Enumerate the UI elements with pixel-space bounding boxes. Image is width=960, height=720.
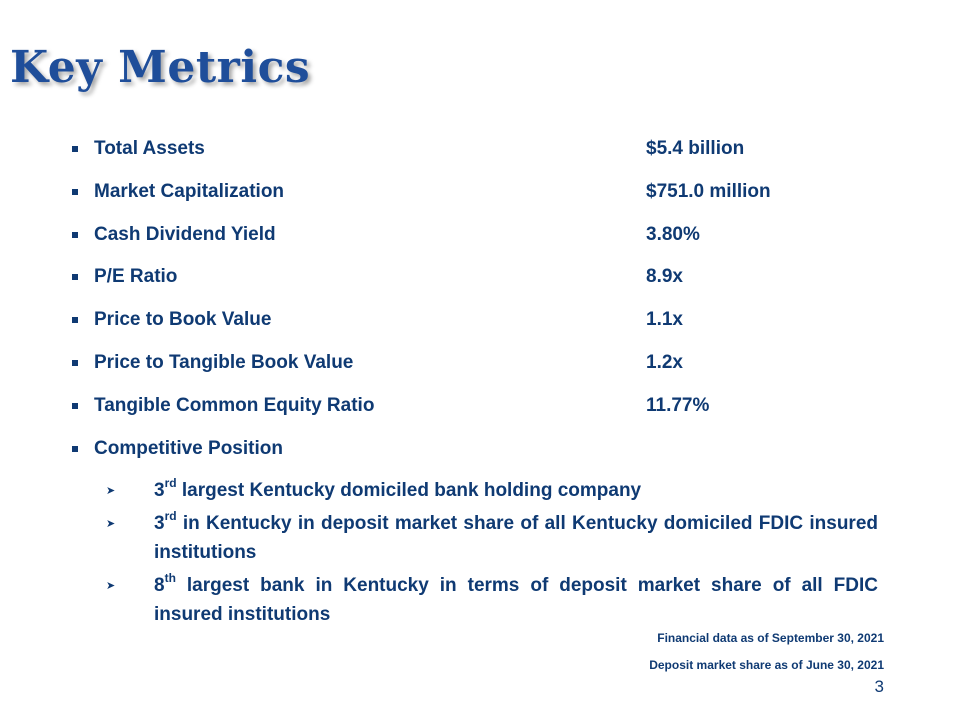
metric-value: 8.9x bbox=[646, 266, 683, 288]
arrow-bullet-icon: ➤ bbox=[106, 579, 116, 592]
ordinal-suffix: rd bbox=[164, 475, 177, 490]
metric-value: $751.0 million bbox=[646, 180, 771, 202]
metric-total-assets: Total Assets $5.4 billion bbox=[70, 135, 890, 178]
ordinal-number: 3 bbox=[154, 513, 165, 534]
metric-label: P/E Ratio bbox=[94, 266, 178, 288]
metric-label: Market Capitalization bbox=[94, 180, 285, 202]
ordinal-number: 3 bbox=[154, 480, 165, 501]
metric-value: 1.2x bbox=[646, 351, 683, 373]
metric-pe-ratio: P/E Ratio 8.9x bbox=[70, 263, 890, 306]
metric-label: Total Assets bbox=[94, 138, 205, 159]
metric-label: Price to Book Value bbox=[94, 309, 272, 331]
footnote-financial-data: Financial data as of September 30, 2021 bbox=[657, 631, 884, 645]
page-number: 3 bbox=[874, 677, 884, 696]
competitive-position-list: ➤ 3rd largest Kentucky domiciled bank hol… bbox=[104, 476, 878, 633]
competitive-point-text: largest Kentucky domiciled bank holding … bbox=[176, 480, 642, 501]
metric-label: Competitive Position bbox=[94, 437, 283, 459]
metric-label: Price to Tangible Book Value bbox=[94, 351, 354, 373]
metric-tangible-common-equity-ratio: Tangible Common Equity Ratio 11.77% bbox=[70, 392, 890, 435]
metric-value: 1.1x bbox=[646, 309, 683, 331]
arrow-bullet-icon: ➤ bbox=[106, 517, 116, 530]
ordinal-number: 8 bbox=[154, 575, 165, 596]
metric-cash-dividend-yield: Cash Dividend Yield 3.80% bbox=[70, 221, 890, 264]
metrics-list: Total Assets $5.4 billion Market Capital… bbox=[70, 135, 890, 477]
square-bullet-icon bbox=[72, 445, 78, 452]
slide-title: Key Metrics bbox=[10, 42, 311, 93]
ordinal-suffix: rd bbox=[164, 508, 177, 523]
competitive-point: ➤ 3rd largest Kentucky domiciled bank hol… bbox=[104, 476, 878, 505]
metric-value: 3.80% bbox=[646, 223, 700, 245]
square-bullet-icon bbox=[72, 231, 78, 238]
competitive-point: ➤ 3rd in Kentucky in deposit market share… bbox=[104, 509, 878, 567]
metric-label: Tangible Common Equity Ratio bbox=[94, 394, 375, 416]
arrow-bullet-icon: ➤ bbox=[106, 484, 116, 497]
ordinal-suffix: th bbox=[164, 570, 176, 585]
metric-label: Cash Dividend Yield bbox=[94, 223, 276, 245]
square-bullet-icon bbox=[72, 402, 78, 409]
metric-value: 11.77% bbox=[646, 394, 710, 416]
square-bullet-icon bbox=[72, 274, 78, 281]
square-bullet-icon bbox=[72, 146, 78, 152]
metric-value: $5.4 billion bbox=[646, 138, 745, 159]
competitive-point-text: in Kentucky in deposit market share of a… bbox=[154, 513, 878, 563]
metric-market-capitalization: Market Capitalization $751.0 million bbox=[70, 178, 890, 221]
square-bullet-icon bbox=[72, 359, 78, 366]
competitive-point-text: largest bank in Kentucky in terms of dep… bbox=[154, 575, 878, 625]
competitive-point: ➤ 8th largest bank in Kentucky in terms o… bbox=[104, 571, 878, 629]
square-bullet-icon bbox=[72, 188, 78, 195]
metric-competitive-position: Competitive Position bbox=[70, 435, 890, 478]
metric-price-to-book-value: Price to Book Value 1.1x bbox=[70, 306, 890, 349]
metric-price-to-tangible-book-value: Price to Tangible Book Value 1.2x bbox=[70, 349, 890, 392]
square-bullet-icon bbox=[72, 317, 78, 324]
footnote-deposit-market-share: Deposit market share as of June 30, 2021 bbox=[649, 658, 884, 672]
